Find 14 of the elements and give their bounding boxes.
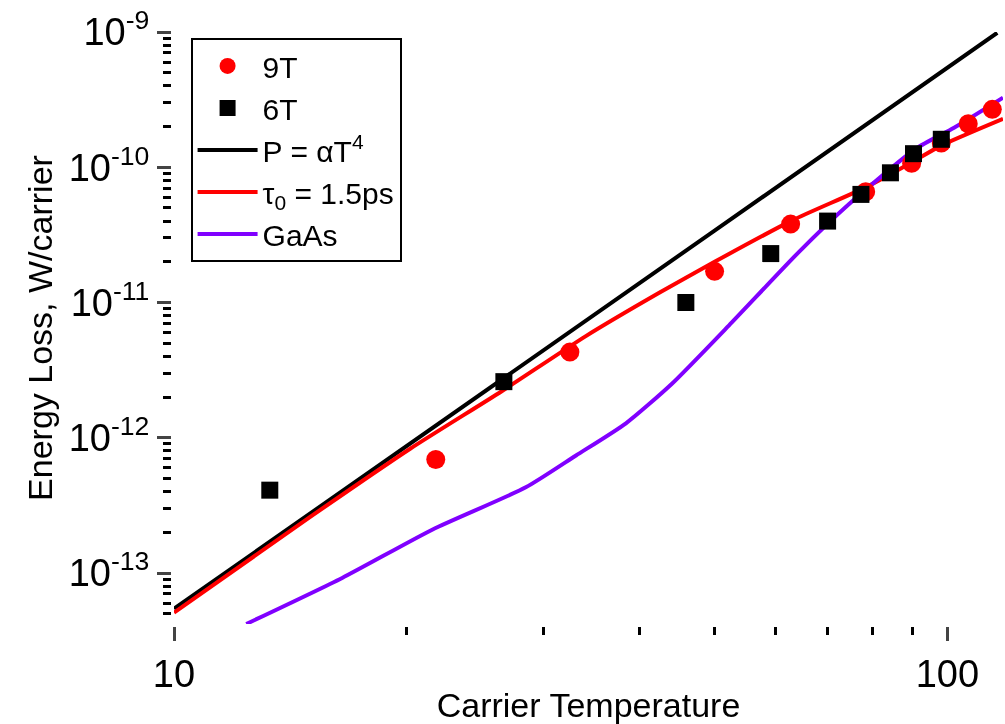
legend-label: τ$_{0}$ = 1.5ps bbox=[262, 176, 394, 214]
legend-label: 6T bbox=[262, 92, 298, 126]
y-tick-label: 10$^{-9}$ bbox=[83, 5, 150, 54]
legend-label: P = αT$^{4}$ bbox=[262, 130, 364, 168]
y-tick-label: 10$^{-10}$ bbox=[68, 140, 150, 189]
x-tick-label: 100 bbox=[915, 652, 980, 695]
legend-label: 9T bbox=[262, 50, 298, 84]
y-axis-title: Energy Loss, W/carrier bbox=[21, 155, 60, 501]
x-tick-label: 10 bbox=[152, 652, 196, 695]
y-tick-label: 10$^{-12}$ bbox=[68, 411, 150, 460]
legend-label: GaAs bbox=[262, 218, 338, 252]
y-tick-label: 10$^{-11}$ bbox=[70, 275, 150, 324]
x-axis-title: Carrier Temperature bbox=[436, 686, 741, 724]
y-tick-label: 10$^{-13}$ bbox=[68, 546, 150, 595]
